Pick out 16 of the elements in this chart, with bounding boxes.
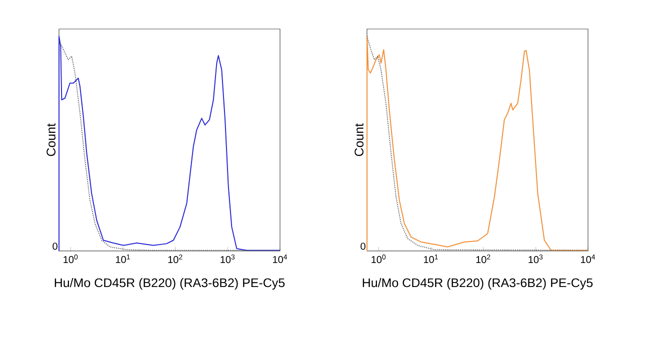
x-tick-label: 10$^{4}$	[273, 254, 288, 264]
y-axis-title: Count	[354, 123, 364, 156]
y-axis-title: Count	[46, 123, 56, 156]
x-tick-label: 10$^{0}$	[372, 254, 386, 264]
x-tick-label: 10$^{1}$	[424, 254, 438, 264]
x-tick-label: 10$^{0}$	[64, 254, 78, 264]
x-tick-label: 10$^{2}$	[168, 254, 182, 264]
annotation: 0	[360, 242, 366, 250]
annotation: 0	[52, 242, 58, 250]
x-axis-title: Hu/Mo CD45R (B220) (RA3-6B2) PE-Cy5	[362, 278, 593, 290]
x-axis-title: Hu/Mo CD45R (B220) (RA3-6B2) PE-Cy5	[54, 278, 285, 290]
x-tick-label: 10$^{3}$	[220, 254, 235, 264]
x-tick-label: 10$^{1}$	[116, 254, 130, 264]
x-tick-label: 10$^{2}$	[476, 254, 490, 264]
x-tick-label: 10$^{4}$	[581, 254, 596, 264]
x-tick-label: 10$^{3}$	[528, 254, 543, 264]
